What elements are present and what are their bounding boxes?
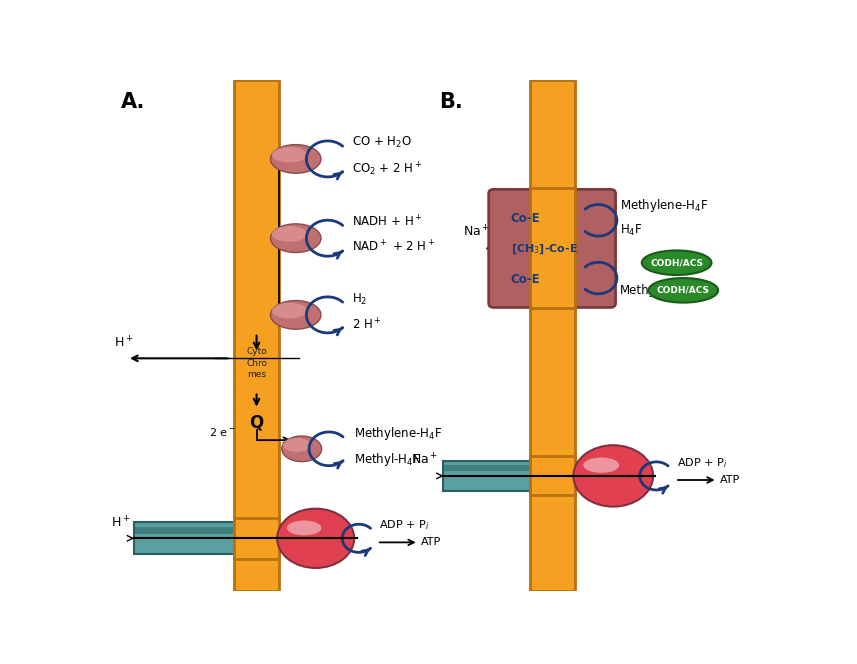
Text: Methylene-H$_4$F: Methylene-H$_4$F	[620, 197, 709, 214]
Text: CO$_2$ + 2 H$^+$: CO$_2$ + 2 H$^+$	[352, 161, 423, 178]
Ellipse shape	[649, 278, 718, 303]
Ellipse shape	[272, 303, 307, 319]
Text: Chro
mes: Chro mes	[246, 359, 267, 378]
Text: CODH/ACS: CODH/ACS	[656, 286, 710, 295]
Text: Na$^+$: Na$^+$	[463, 224, 490, 239]
Text: B.: B.	[439, 92, 463, 112]
Text: Na$^+$: Na$^+$	[411, 452, 438, 467]
Text: H$_4$F: H$_4$F	[620, 223, 643, 238]
Ellipse shape	[287, 521, 321, 535]
Bar	[530, 80, 575, 591]
Ellipse shape	[271, 145, 321, 173]
Text: NAD$^+$ + 2 H$^+$: NAD$^+$ + 2 H$^+$	[352, 240, 435, 255]
Text: Co-E: Co-E	[511, 273, 540, 286]
FancyBboxPatch shape	[488, 189, 615, 307]
Ellipse shape	[272, 226, 307, 242]
Bar	[234, 518, 279, 558]
Text: H$^+$: H$^+$	[111, 515, 130, 530]
Ellipse shape	[642, 250, 711, 275]
Ellipse shape	[271, 301, 321, 329]
Text: Cyto: Cyto	[246, 347, 267, 356]
Text: 2 e$^-$: 2 e$^-$	[208, 426, 236, 438]
Bar	[443, 465, 572, 471]
Text: ATP: ATP	[421, 537, 440, 547]
Text: Methyl-: Methyl-	[620, 284, 664, 297]
Bar	[134, 527, 276, 534]
Text: CODH/ACS: CODH/ACS	[650, 258, 703, 267]
Text: Co-E: Co-E	[511, 212, 540, 225]
Text: ATP: ATP	[720, 475, 740, 485]
Text: 2 H$^+$: 2 H$^+$	[352, 317, 382, 332]
Bar	[443, 461, 572, 491]
Text: NADH + H$^+$: NADH + H$^+$	[352, 214, 423, 230]
Ellipse shape	[283, 438, 311, 452]
Ellipse shape	[573, 446, 653, 507]
Ellipse shape	[584, 457, 620, 473]
Bar	[134, 523, 276, 554]
Text: Methylene-H$_4$F: Methylene-H$_4$F	[354, 425, 442, 442]
Text: Q: Q	[249, 413, 264, 431]
Ellipse shape	[277, 509, 354, 568]
Text: ADP + P$_i$: ADP + P$_i$	[677, 456, 728, 470]
Text: ADP + P$_i$: ADP + P$_i$	[379, 519, 429, 532]
Ellipse shape	[272, 147, 307, 163]
Text: H$^+$: H$^+$	[114, 335, 134, 351]
Text: Methyl-H$_4$F: Methyl-H$_4$F	[354, 451, 420, 468]
Bar	[234, 80, 279, 591]
Text: [CH$_3$]-Co-E: [CH$_3$]-Co-E	[511, 242, 578, 256]
Ellipse shape	[282, 436, 321, 461]
Text: A.: A.	[120, 92, 145, 112]
Text: CO + H$_2$O: CO + H$_2$O	[352, 135, 412, 149]
Ellipse shape	[271, 224, 321, 252]
Bar	[530, 456, 575, 495]
Bar	[530, 189, 575, 309]
Text: H$_2$: H$_2$	[352, 291, 368, 307]
